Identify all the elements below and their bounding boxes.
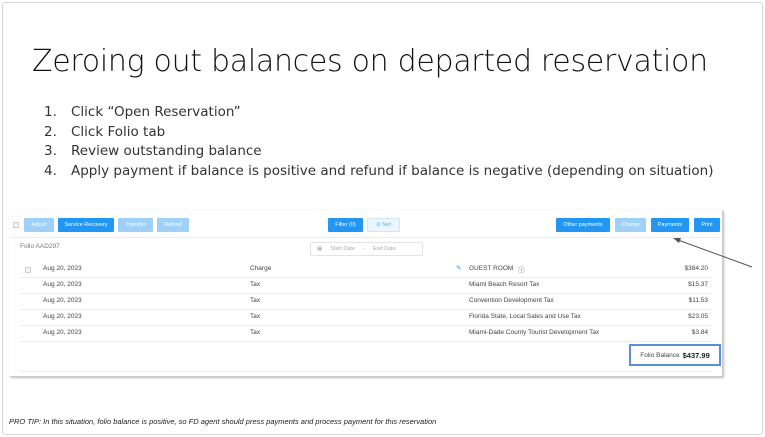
service-recovery-button[interactable]: Service Recovery bbox=[58, 218, 114, 232]
info-icon[interactable]: ⓘ bbox=[518, 267, 525, 274]
folio-id: Folio AAD297 bbox=[20, 243, 60, 250]
step: 4. Apply payment if balance is positive a… bbox=[44, 162, 714, 179]
calendar-icon: ▦ bbox=[317, 246, 323, 252]
step: 2. Click Folio tab bbox=[44, 123, 166, 140]
steps-list: 1. Click “Open Reservation” 2. Click Folio… bbox=[44, 104, 713, 182]
check-circle-icon: ⊘ bbox=[376, 222, 383, 228]
folio-screenshot: Adjust Service Recovery Transfer Refund … bbox=[10, 210, 723, 377]
step: 3. Review outstanding balance bbox=[44, 143, 262, 159]
select-all-checkbox[interactable] bbox=[13, 222, 19, 228]
charge-button[interactable]: Charge bbox=[615, 218, 646, 232]
folio-balance: Folio Balance $437.99 bbox=[629, 344, 721, 366]
slide-title: Zeroing out balances on departed reserva… bbox=[32, 44, 708, 79]
date-range-picker[interactable]: ▦ Start Date - End Date bbox=[310, 242, 423, 256]
row-checkbox[interactable] bbox=[25, 267, 31, 273]
arrow-line bbox=[677, 239, 753, 268]
edit-icon[interactable]: ✎ bbox=[456, 265, 462, 272]
transfer-button[interactable]: Transfer bbox=[118, 218, 153, 232]
refund-button[interactable]: Refund bbox=[157, 218, 189, 232]
pro-tip: PRO TIP: In this situation, folio balanc… bbox=[9, 417, 437, 426]
net-button[interactable]: ⊘ Net bbox=[367, 218, 400, 232]
filter-button[interactable]: Filter (0) bbox=[328, 218, 363, 232]
print-button[interactable]: Print bbox=[694, 218, 720, 232]
payments-button[interactable]: Payments bbox=[651, 218, 689, 232]
adjust-button[interactable]: Adjust bbox=[24, 218, 54, 232]
arrow-head-icon bbox=[673, 238, 681, 243]
step: 1. Click “Open Reservation” bbox=[44, 104, 241, 120]
other-payments-button[interactable]: Other payments bbox=[556, 218, 610, 232]
